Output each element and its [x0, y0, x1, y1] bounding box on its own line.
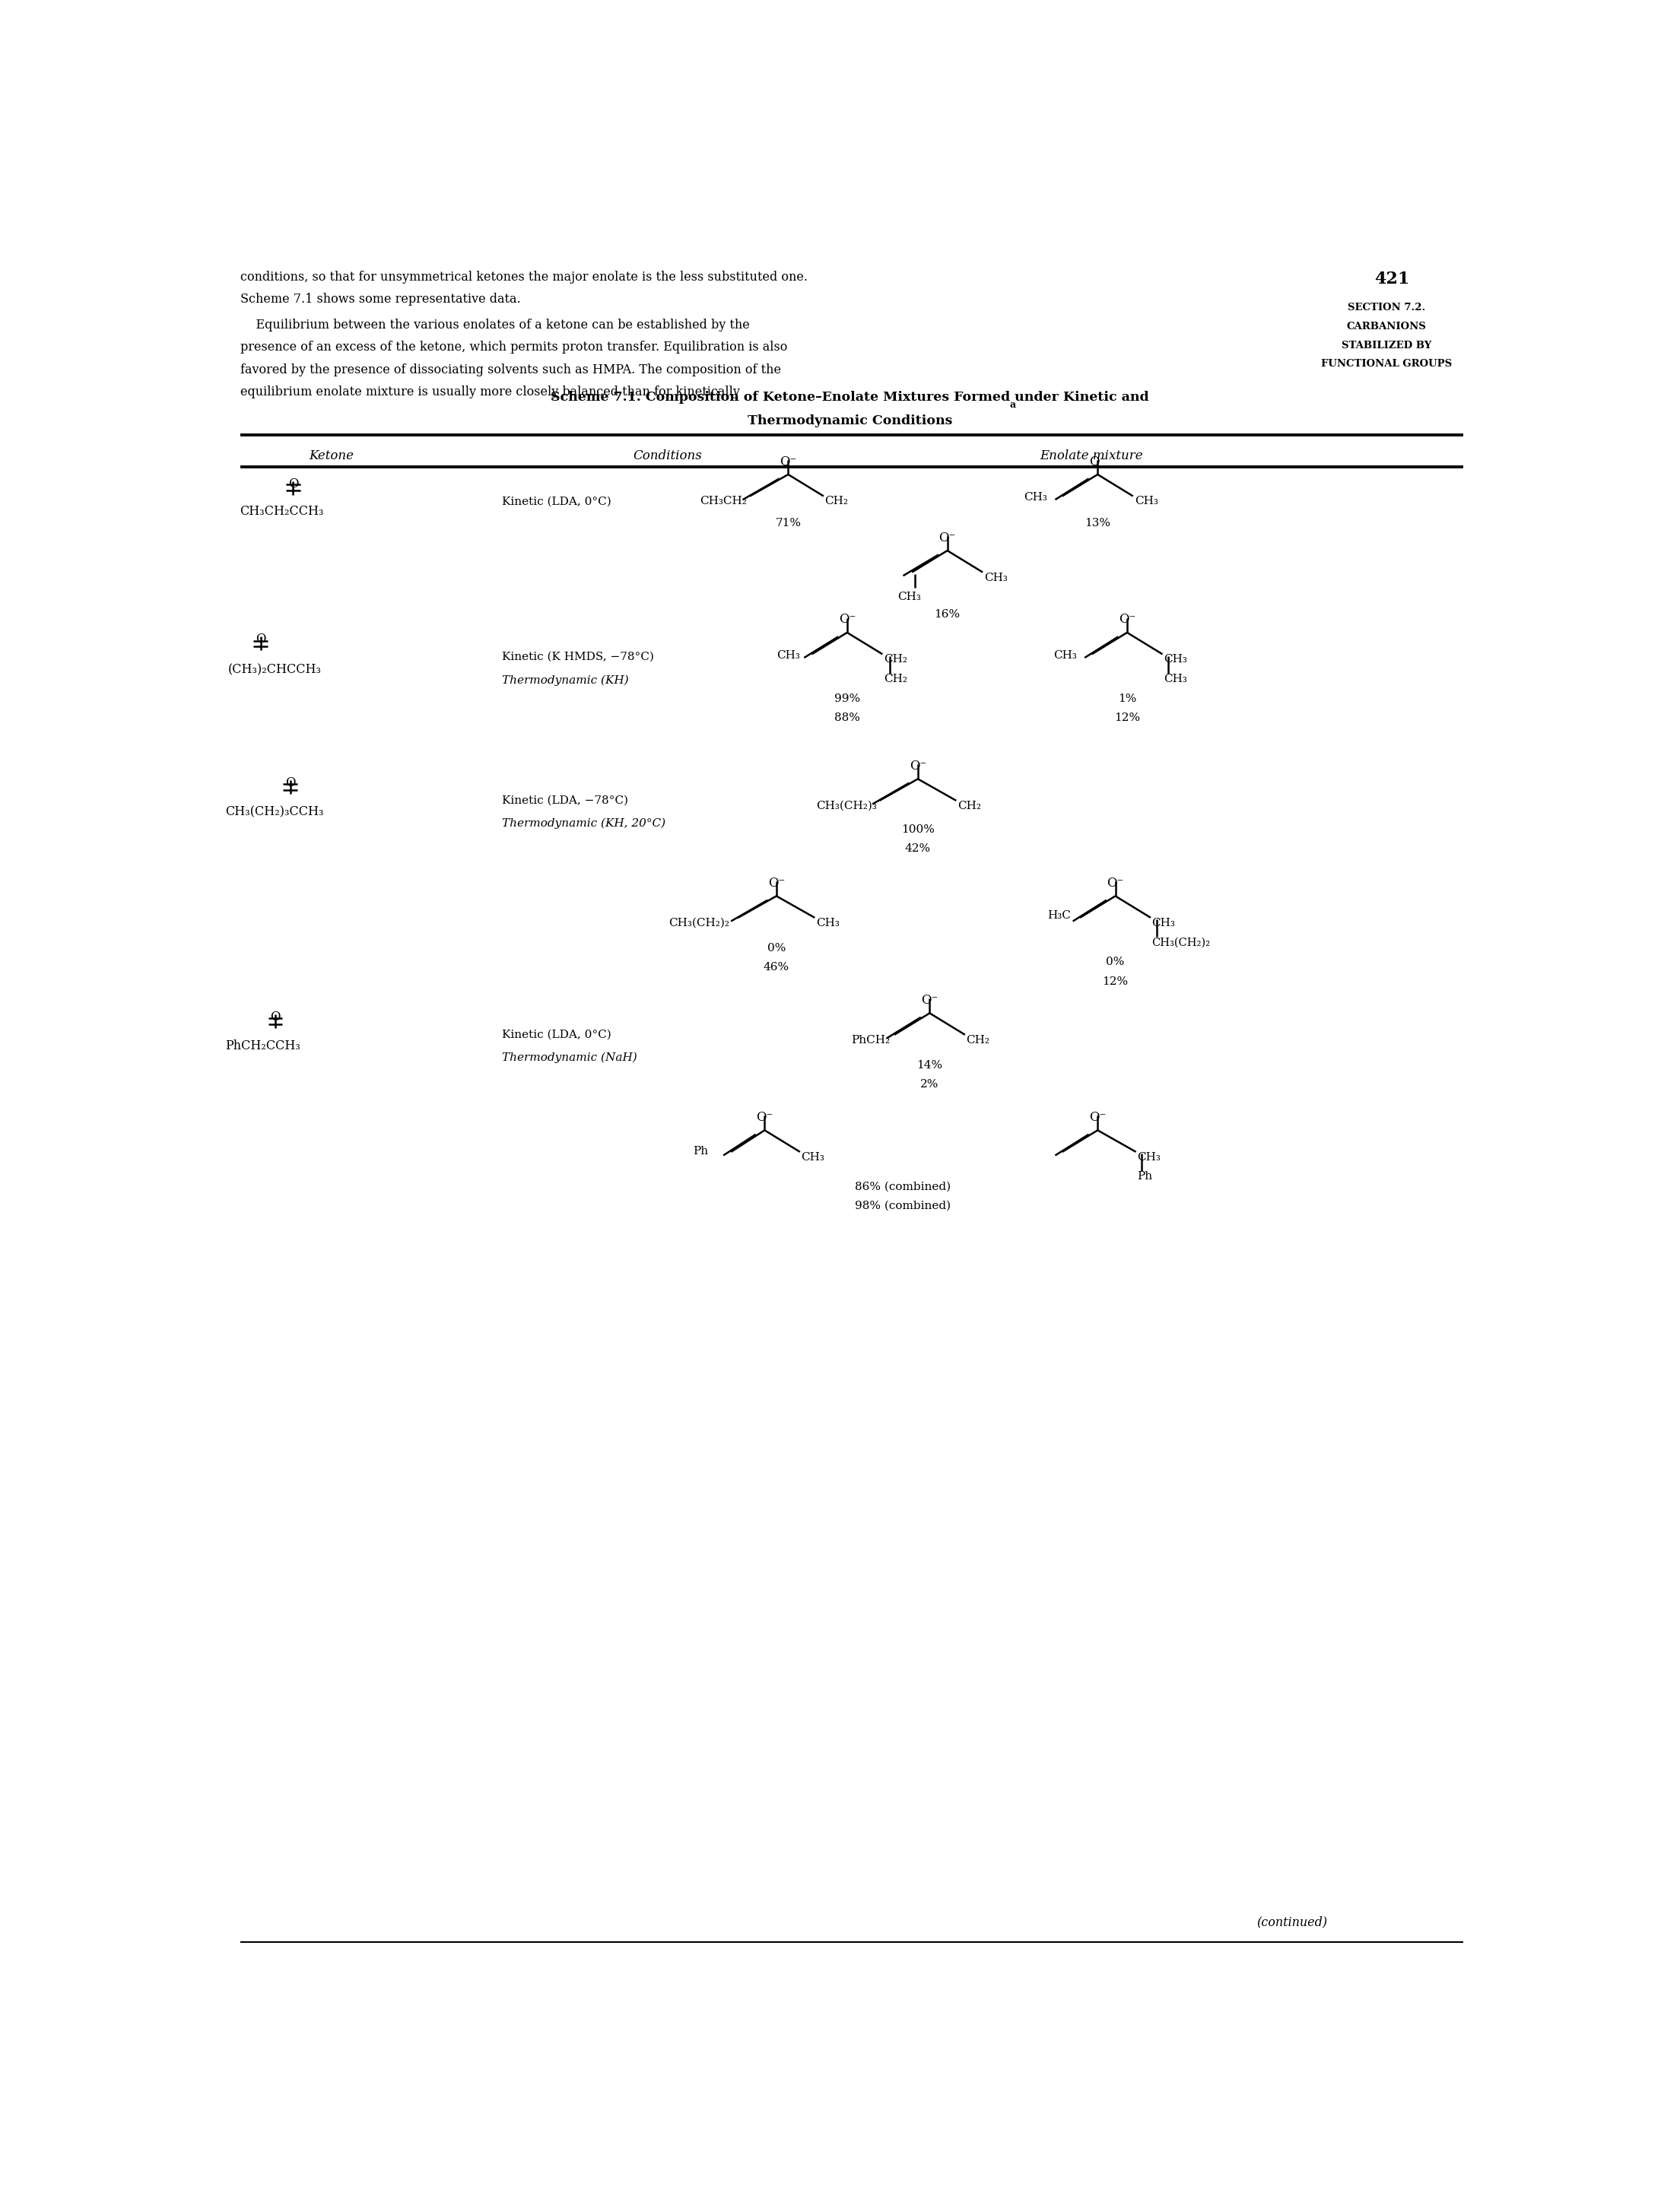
- Text: Thermodynamic (KH, 20°C): Thermodynamic (KH, 20°C): [502, 818, 666, 830]
- Text: O⁻: O⁻: [1090, 1110, 1106, 1124]
- Text: 98% (combined): 98% (combined): [855, 1201, 952, 1212]
- Text: CH₃: CH₃: [816, 918, 839, 929]
- Text: equilibrium enolate mixture is usually more closely balanced than for kineticall: equilibrium enolate mixture is usually m…: [241, 385, 739, 398]
- Text: CH₂: CH₂: [957, 801, 982, 812]
- Text: STABILIZED BY: STABILIZED BY: [1342, 341, 1432, 349]
- Text: 16%: 16%: [935, 608, 960, 619]
- Text: Scheme 7.1. Composition of Ketone–Enolate Mixtures Formed under Kinetic and: Scheme 7.1. Composition of Ketone–Enolat…: [551, 392, 1149, 403]
- Text: Kinetic (LDA, −78°C): Kinetic (LDA, −78°C): [502, 794, 628, 805]
- Text: Thermodynamic (KH): Thermodynamic (KH): [502, 675, 630, 686]
- Text: O⁻: O⁻: [1090, 456, 1106, 469]
- Text: CH₃: CH₃: [1053, 650, 1076, 661]
- Text: Thermodynamic Conditions: Thermodynamic Conditions: [747, 414, 952, 427]
- Text: CH₃: CH₃: [1134, 495, 1158, 507]
- Text: 88%: 88%: [834, 712, 860, 723]
- Text: O⁻: O⁻: [756, 1110, 772, 1124]
- Text: O⁻: O⁻: [910, 759, 927, 772]
- Text: O⁻: O⁻: [1106, 876, 1124, 889]
- Text: CH₃(CH₂)₃CCH₃: CH₃(CH₂)₃CCH₃: [226, 805, 324, 818]
- Text: CH₂: CH₂: [884, 655, 907, 666]
- Text: 12%: 12%: [1115, 712, 1139, 723]
- Text: 42%: 42%: [905, 843, 930, 854]
- Text: O: O: [287, 478, 299, 491]
- Text: 12%: 12%: [1103, 975, 1128, 987]
- Text: 2%: 2%: [920, 1079, 938, 1088]
- Text: O⁻: O⁻: [1118, 613, 1136, 626]
- Text: Scheme 7.1 shows some representative data.: Scheme 7.1 shows some representative dat…: [241, 292, 520, 305]
- Text: CH₃(CH₂)₂: CH₃(CH₂)₂: [1151, 938, 1211, 947]
- Text: Kinetic (LDA, 0°C): Kinetic (LDA, 0°C): [502, 1029, 611, 1040]
- Text: O: O: [271, 1011, 281, 1024]
- Text: CH₂: CH₂: [967, 1035, 990, 1046]
- Text: 46%: 46%: [764, 962, 789, 973]
- Text: CH₃: CH₃: [1138, 1152, 1161, 1164]
- Text: H₃C: H₃C: [1048, 909, 1071, 920]
- Text: O: O: [286, 776, 296, 790]
- Text: Enolate mixture: Enolate mixture: [1040, 449, 1143, 462]
- Text: a: a: [1010, 400, 1015, 409]
- Text: CH₃: CH₃: [983, 573, 1007, 584]
- Text: Ph: Ph: [693, 1146, 709, 1157]
- Text: 71%: 71%: [776, 518, 801, 529]
- Text: FUNCTIONAL GROUPS: FUNCTIONAL GROUPS: [1320, 358, 1452, 369]
- Text: (CH₃)₂CHCCH₃: (CH₃)₂CHCCH₃: [228, 664, 322, 677]
- Text: CH₃: CH₃: [801, 1152, 824, 1164]
- Text: CH₃: CH₃: [1164, 672, 1188, 684]
- Text: O⁻: O⁻: [922, 993, 938, 1006]
- Text: PhCH₂CCH₃: PhCH₂CCH₃: [226, 1040, 301, 1053]
- Text: O: O: [256, 633, 266, 646]
- Text: Thermodynamic (NaH): Thermodynamic (NaH): [502, 1053, 638, 1064]
- Text: 99%: 99%: [834, 692, 860, 703]
- Text: O⁻: O⁻: [938, 531, 955, 544]
- Text: favored by the presence of dissociating solvents such as HMPA. The composition o: favored by the presence of dissociating …: [241, 363, 781, 376]
- Text: conditions, so that for unsymmetrical ketones the major enolate is the less subs: conditions, so that for unsymmetrical ke…: [241, 270, 807, 283]
- Text: SECTION 7.2.: SECTION 7.2.: [1347, 303, 1425, 312]
- Text: Ph: Ph: [1138, 1170, 1153, 1181]
- Text: Kinetic (K HMDS, −78°C): Kinetic (K HMDS, −78°C): [502, 650, 654, 661]
- Text: CH₃: CH₃: [897, 591, 920, 602]
- Text: CH₃: CH₃: [1164, 655, 1188, 666]
- Text: CARBANIONS: CARBANIONS: [1347, 321, 1427, 332]
- Text: CH₂: CH₂: [826, 495, 849, 507]
- Text: Equilibrium between the various enolates of a ketone can be established by the: Equilibrium between the various enolates…: [241, 319, 749, 332]
- Text: Kinetic (LDA, 0°C): Kinetic (LDA, 0°C): [502, 495, 611, 507]
- Text: CH₂: CH₂: [884, 672, 907, 684]
- Text: CH₃CH₂: CH₃CH₂: [699, 495, 747, 507]
- Text: 14%: 14%: [917, 1060, 943, 1071]
- Text: O⁻: O⁻: [839, 613, 855, 626]
- Text: 86% (combined): 86% (combined): [855, 1181, 952, 1192]
- Text: (continued): (continued): [1257, 1916, 1327, 1929]
- Text: Conditions: Conditions: [633, 449, 703, 462]
- Text: presence of an excess of the ketone, which permits proton transfer. Equilibratio: presence of an excess of the ketone, whi…: [241, 341, 787, 354]
- Text: CH₃: CH₃: [776, 650, 801, 661]
- Text: CH₃CH₂CCH₃: CH₃CH₂CCH₃: [241, 504, 324, 518]
- Text: PhCH₂: PhCH₂: [852, 1035, 890, 1046]
- Text: O⁻: O⁻: [767, 876, 786, 889]
- Text: 421: 421: [1375, 270, 1410, 288]
- Text: 13%: 13%: [1085, 518, 1111, 529]
- Text: CH₃: CH₃: [1025, 491, 1048, 502]
- Text: CH₃(CH₂)₂: CH₃(CH₂)₂: [668, 918, 729, 929]
- Text: 0%: 0%: [767, 942, 786, 953]
- Text: 0%: 0%: [1106, 958, 1124, 967]
- Text: Ketone: Ketone: [309, 449, 354, 462]
- Text: O⁻: O⁻: [779, 456, 797, 469]
- Text: 100%: 100%: [902, 825, 935, 834]
- Text: CH₃: CH₃: [1151, 918, 1176, 929]
- Text: 1%: 1%: [1118, 692, 1136, 703]
- Text: CH₃(CH₂)₃: CH₃(CH₂)₃: [816, 801, 877, 812]
